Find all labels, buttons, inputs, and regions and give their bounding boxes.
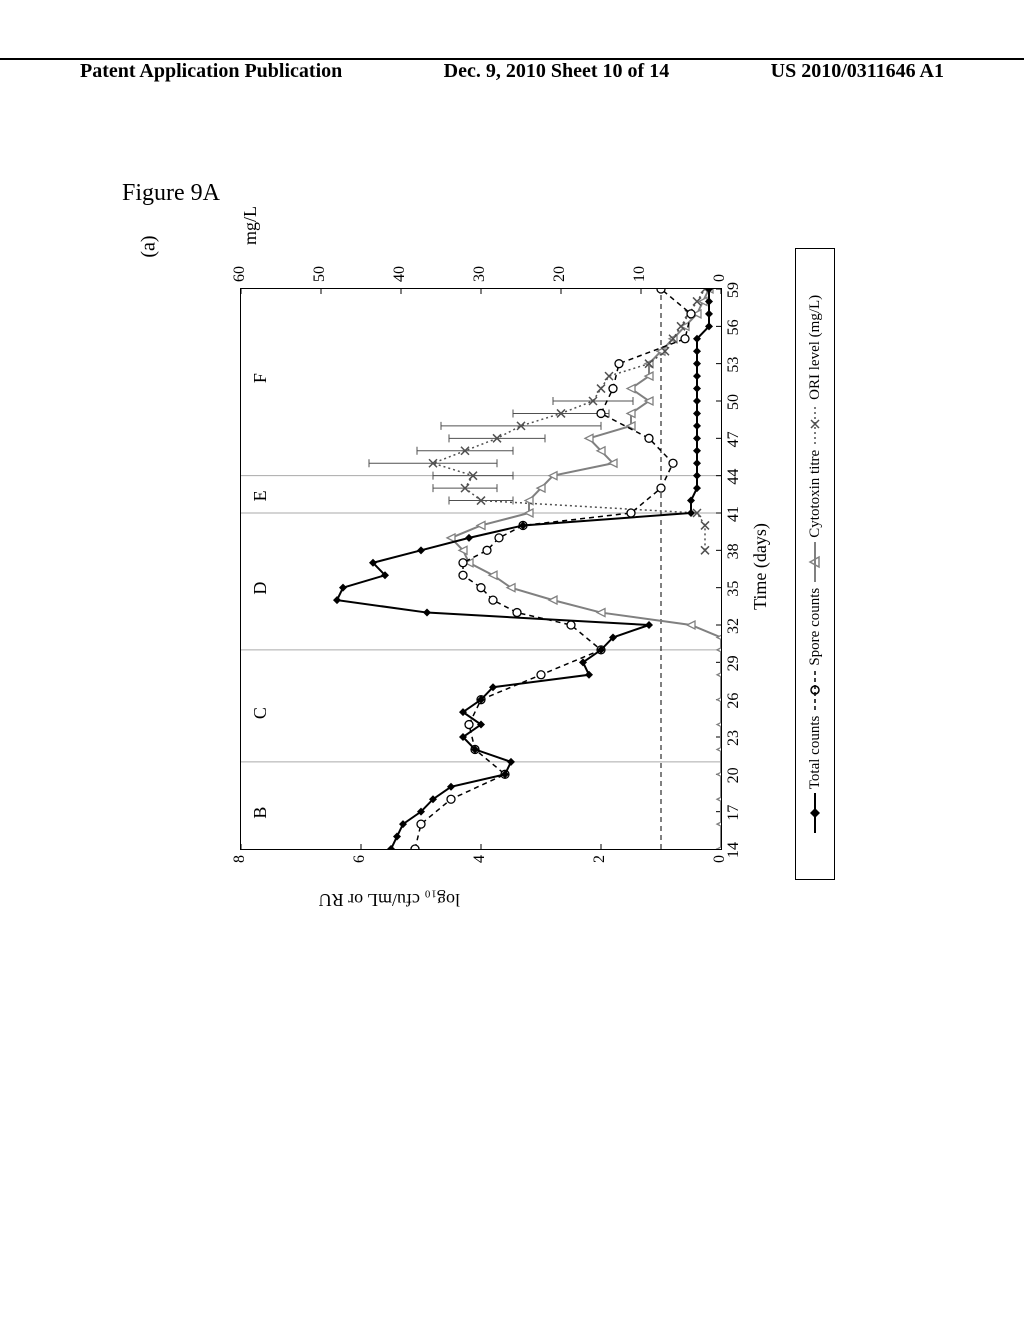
tick-label: 41: [725, 499, 743, 529]
header-right: US 2010/0311646 A1: [771, 60, 944, 88]
tick-label: 26: [725, 686, 743, 716]
tick-label: F: [250, 373, 271, 383]
tick-label: 23: [725, 723, 743, 753]
tick-label: 44: [725, 462, 743, 492]
tick-label: C: [250, 707, 271, 719]
tick-label: 50: [311, 252, 329, 282]
y-axis-label: log₁₀ cfu/mL or RU: [319, 889, 460, 910]
tick-label: 2: [591, 855, 609, 875]
legend-label: ORI level (mg/L): [807, 295, 824, 400]
legend: Total counts Spore counts Cytotoxin titr…: [795, 248, 835, 880]
tick-label: 30: [471, 252, 489, 282]
tick-label: B: [250, 807, 271, 819]
tick-label: 14: [725, 835, 743, 865]
tick-label: 10: [631, 252, 649, 282]
tick-label: D: [250, 582, 271, 595]
legend-spore-counts: Spore counts: [807, 588, 824, 710]
x-axis-label: Time (days): [750, 523, 771, 610]
tick-label: 47: [725, 424, 743, 454]
tick-label: 29: [725, 648, 743, 678]
tick-label: 50: [725, 387, 743, 417]
chart-container: log₁₀ cfu/mL or RU mg/L Time (days) Tota…: [180, 210, 900, 930]
figure-label: Figure 9A: [122, 180, 220, 207]
tick-label: 60: [231, 252, 249, 282]
legend-ori: ORI level (mg/L): [807, 295, 824, 444]
legend-label: Total counts: [807, 716, 824, 790]
tick-label: 32: [725, 611, 743, 641]
tick-label: 20: [551, 252, 569, 282]
tick-label: 56: [725, 312, 743, 342]
header-left: Patent Application Publication: [80, 60, 342, 88]
tick-label: E: [250, 490, 271, 501]
header-center: Dec. 9, 2010 Sheet 10 of 14: [444, 60, 670, 88]
legend-label: Spore counts: [807, 588, 824, 666]
tick-label: 35: [725, 574, 743, 604]
tick-label: 17: [725, 798, 743, 828]
legend-cytotoxin: Cytotoxin titre: [807, 450, 824, 582]
tick-label: 6: [351, 855, 369, 875]
tick-label: 40: [391, 252, 409, 282]
tick-label: 8: [231, 855, 249, 875]
tick-label: 4: [471, 855, 489, 875]
legend-label: Cytotoxin titre: [807, 450, 824, 538]
plot-area: [240, 288, 722, 850]
figure-sublabel: (a): [138, 235, 161, 257]
tick-label: 20: [725, 760, 743, 790]
page-header: Patent Application Publication Dec. 9, 2…: [0, 58, 1024, 88]
chart-svg: [241, 289, 721, 849]
y2-axis-label: mg/L: [240, 206, 261, 245]
tick-label: 59: [725, 275, 743, 305]
tick-label: 38: [725, 536, 743, 566]
legend-total-counts: Total counts: [807, 716, 824, 834]
tick-label: 53: [725, 350, 743, 380]
